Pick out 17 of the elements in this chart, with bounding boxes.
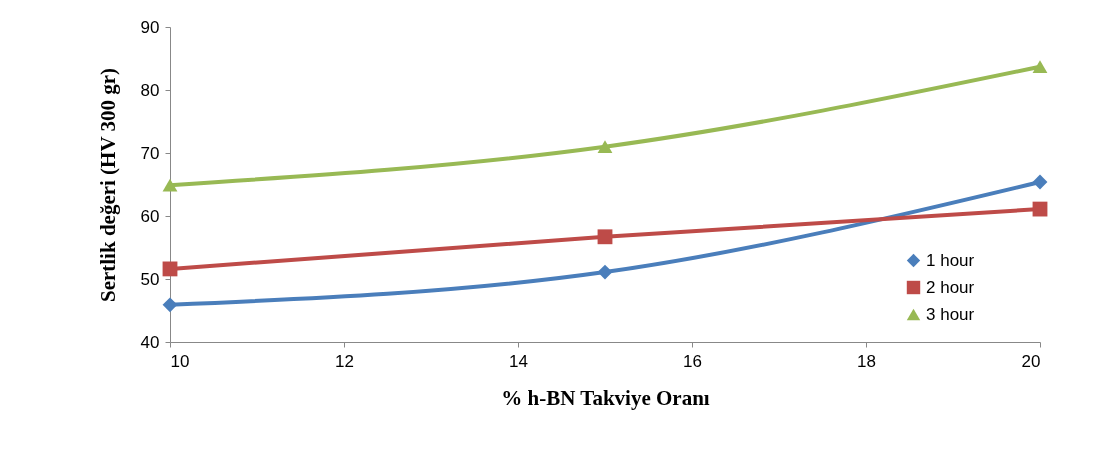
x-tick-label: 16	[683, 351, 702, 371]
y-tick-label: 80	[140, 80, 160, 100]
x-tick-label: 20	[1021, 351, 1041, 371]
y-tick-label: 60	[140, 206, 160, 226]
legend-label: 3 hour	[926, 304, 975, 324]
y-tick-label: 50	[140, 269, 160, 289]
legend-label: 2 hour	[926, 277, 975, 297]
x-axis-title: % h-BN Takviye Oranı	[501, 385, 710, 410]
x-tick-label: 10	[170, 351, 190, 371]
y-tick-label: 70	[140, 143, 160, 163]
x-tick-label: 12	[335, 351, 354, 371]
y-tick-label: 90	[140, 17, 160, 37]
x-tick-label: 18	[857, 351, 876, 371]
y-axis-title: Sertlik değeri (HV 300 gr)	[95, 67, 120, 303]
y-tick-label: 40	[140, 332, 160, 352]
legend-label: 1 hour	[926, 250, 975, 270]
x-tick-label: 14	[509, 351, 528, 371]
